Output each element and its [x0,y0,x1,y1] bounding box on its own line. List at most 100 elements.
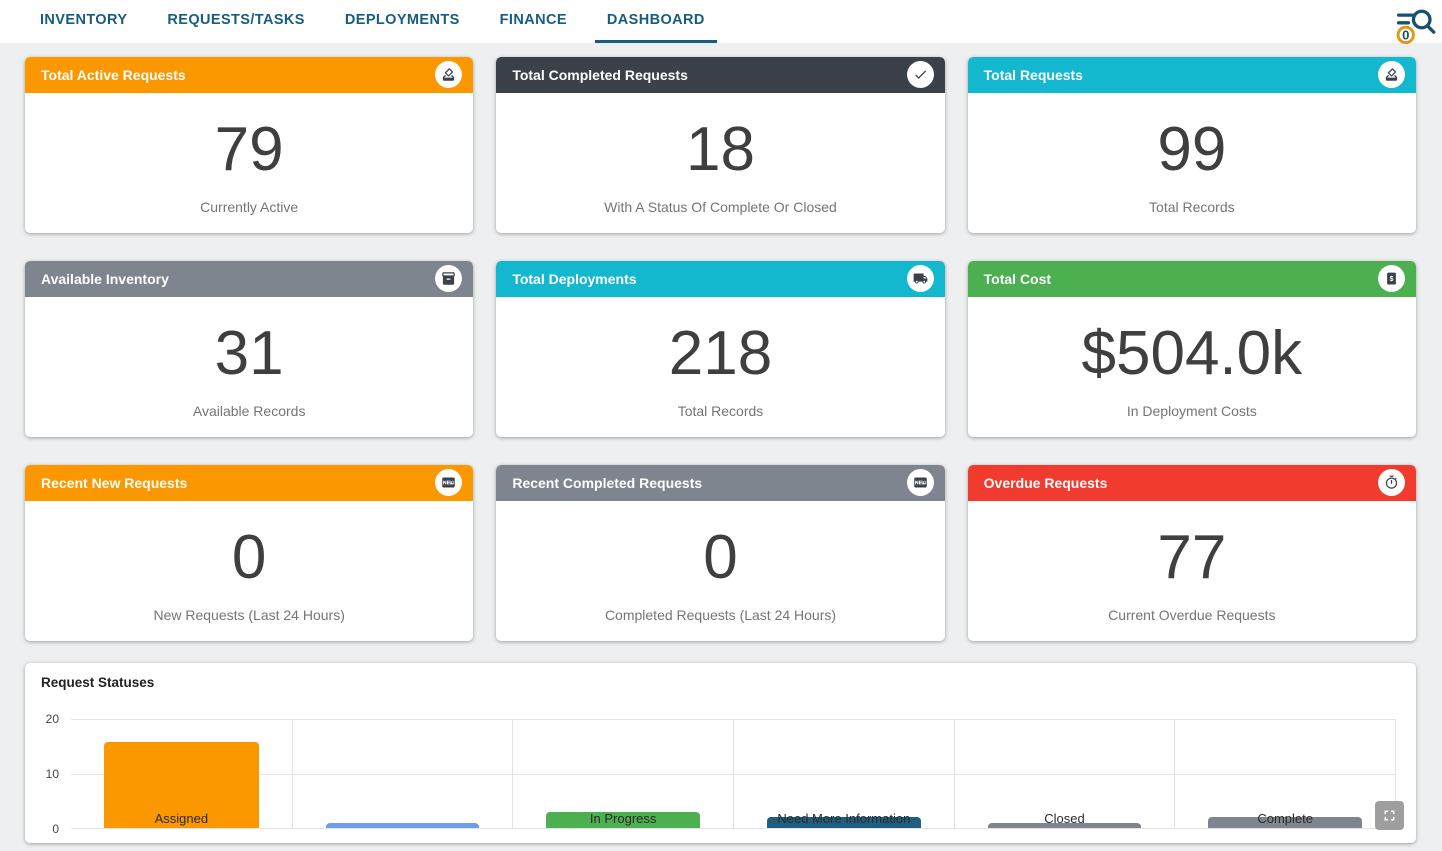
y-tick-label: 20 [45,712,59,726]
search-badge-count: 0 [1402,28,1409,43]
kpi-value: 99 [1157,114,1227,184]
kpi-caption: Currently Active [200,199,299,215]
card-total-active-requests: Total Active Requests 79 Currently Activ… [25,57,474,233]
card-overdue-requests: Overdue Requests 77 Current Overdue Requ… [967,465,1416,641]
kpi-grid: Total Active Requests 79 Currently Activ… [25,57,1416,641]
chart-column: Closed [953,720,1175,828]
card-recent-completed-requests: Recent Completed Requests 0 Completed Re… [496,465,945,641]
card-title: Total Completed Requests [512,67,688,83]
card-recent-new-requests: Recent New Requests 0 New Requests (Last… [25,465,474,641]
ballot-icon [1378,61,1405,88]
card-available-inventory: Available Inventory 31 Available Records [25,261,474,437]
kpi-caption: In Deployment Costs [1126,403,1257,419]
kpi-value: 18 [686,114,755,184]
card-title: Total Requests [983,67,1083,83]
bar-category-label: Complete [1257,811,1313,826]
y-tick-label: 10 [45,767,59,781]
card-body: 0 Completed Requests (Last 24 Hours) [496,501,944,641]
svg-text:$: $ [1390,276,1394,283]
kpi-value: 0 [703,522,738,592]
chart-column: Need More Information [733,720,954,828]
card-body: 218 Total Records [496,297,944,437]
top-navigation: INVENTORY REQUESTS/TASKS DEPLOYMENTS FIN… [0,0,1442,43]
chart-column: In Progress [512,720,733,828]
bar-unlabeled [325,822,480,828]
kpi-caption: Current Overdue Requests [1108,607,1276,623]
card-body: 31 Available Records [25,297,473,437]
kpi-caption: Total Records [1149,199,1235,215]
search-filter-button[interactable]: 0 [1392,3,1436,47]
card-title: Total Active Requests [41,67,186,83]
fullscreen-icon [1384,810,1395,821]
dollar-document-icon: $ [1378,265,1405,292]
bar-need-more-information [766,817,921,828]
kpi-value: 79 [214,114,284,184]
tab-deployments[interactable]: DEPLOYMENTS [344,12,460,28]
check-icon [906,61,934,88]
expand-chart-button[interactable] [1375,801,1404,830]
bar-complete [1208,817,1363,828]
chart-yaxis: 0 10 20 [25,712,63,836]
card-title: Total Deployments [512,271,637,287]
card-title: Overdue Requests [983,475,1108,491]
search-badge [1396,25,1415,45]
new-badge-icon [435,469,463,496]
request-statuses-chart-card: Request Statuses 0 10 20 Assigned In Progre… [25,663,1416,843]
card-total-requests: Total Requests 99 Total Records [967,57,1416,233]
card-header: Recent Completed Requests [496,465,945,501]
search-filter-icon: 0 [1396,9,1436,45]
card-body: 77 Current Overdue Requests [968,501,1416,641]
kpi-caption: Completed Requests (Last 24 Hours) [604,607,837,623]
bar-category-label: Need More Information [777,811,911,826]
bar-category-label: In Progress [589,811,657,826]
bar-closed [987,822,1142,828]
card-body: 79 Currently Active [25,93,473,233]
card-header: Available Inventory [25,261,474,297]
card-header: Total Completed Requests [496,57,945,93]
kpi-value: $504.0k [1081,318,1303,388]
card-header: Total Cost $ [967,261,1416,297]
card-header: Recent New Requests [25,465,474,501]
chart-column: Assigned [71,720,292,828]
tab-requests-tasks[interactable]: REQUESTS/TASKS [167,12,305,28]
card-total-completed-requests: Total Completed Requests 18 With A Statu… [496,57,945,233]
y-tick-label: 0 [52,822,59,836]
kpi-caption: New Requests (Last 24 Hours) [153,607,345,623]
card-header: Overdue Requests [967,465,1416,501]
kpi-caption: With A Status Of Complete Or Closed [604,199,837,215]
card-header: Total Deployments [496,261,945,297]
card-body: 99 Total Records [968,93,1416,233]
tab-finance[interactable]: FINANCE [499,12,567,28]
kpi-value: 218 [668,318,773,388]
kpi-caption: Total Records [677,403,764,419]
bar-assigned [104,741,259,828]
card-title: Total Cost [983,271,1052,287]
chart-column [291,720,513,828]
card-body: 18 With A Status Of Complete Or Closed [496,93,944,233]
kpi-value: 31 [214,318,284,388]
tab-inventory[interactable]: INVENTORY [40,12,128,28]
bar-category-label: Assigned [154,811,209,826]
chart-plot: Assigned In Progress Need More Information… [71,719,1396,829]
bar-category-label: Closed [1044,811,1085,826]
card-body: $504.0k In Deployment Costs [968,297,1416,437]
card-title: Recent New Requests [41,475,188,491]
new-badge-icon [906,469,934,496]
tab-dashboard[interactable]: DASHBOARD [594,0,717,43]
card-body: 0 New Requests (Last 24 Hours) [25,501,473,641]
chart-column: Complete [1174,720,1395,828]
kpi-caption: Available Records [192,403,306,419]
ballot-icon [435,61,463,88]
stopwatch-icon [1378,469,1405,496]
kpi-value: 0 [231,522,267,592]
chart-title: Request Statuses [41,675,155,690]
card-title: Recent Completed Requests [512,475,703,491]
truck-icon [906,265,934,292]
kpi-value: 77 [1157,522,1227,592]
card-total-deployments: Total Deployments 218 Total Records [496,261,945,437]
inventory-box-icon [435,265,463,292]
card-header: Total Requests [967,57,1416,93]
card-total-cost: Total Cost $ $504.0k In Deployment Costs [967,261,1416,437]
card-header: Total Active Requests [25,57,474,93]
card-title: Available Inventory [41,271,169,287]
